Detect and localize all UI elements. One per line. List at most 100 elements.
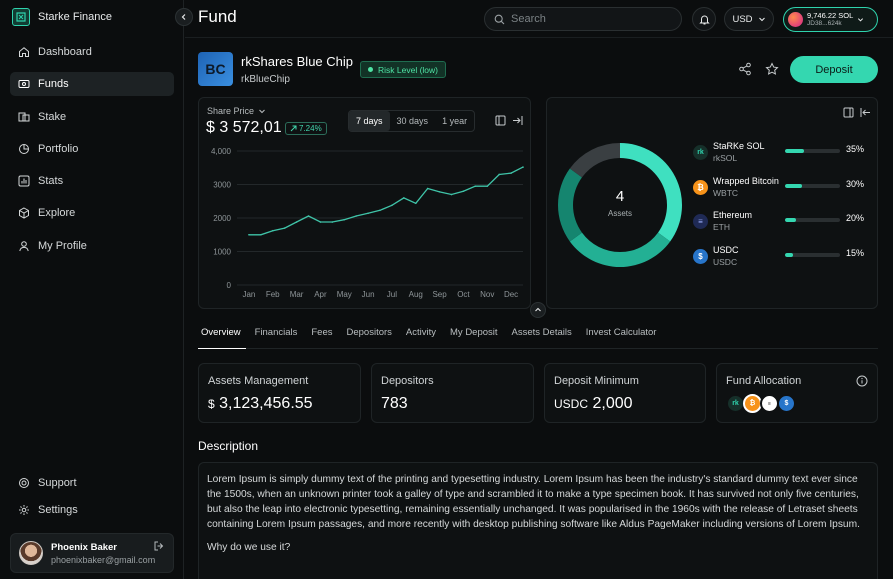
x-tick-label: Aug xyxy=(409,290,423,299)
stats-icon xyxy=(18,175,30,187)
share-price-dropdown[interactable]: Share Price xyxy=(207,106,266,116)
tab-activity[interactable]: Activity xyxy=(405,327,437,338)
asset-symbol: ETH xyxy=(713,222,730,232)
y-tick-label: 4,000 xyxy=(211,147,232,156)
star-icon[interactable] xyxy=(765,62,779,76)
user-card[interactable]: Phoenix Baker phoenixbaker@gmail.com xyxy=(10,533,174,573)
data-point xyxy=(355,215,357,217)
share-icon[interactable] xyxy=(738,62,752,76)
stat-label: Deposit Minimum xyxy=(554,375,639,387)
data-point xyxy=(260,233,262,236)
tab-my-deposit[interactable]: My Deposit xyxy=(450,327,498,338)
asset-row[interactable]: $ USDC USDC 15% xyxy=(693,245,873,271)
sidebar-item-my-profile[interactable]: My Profile xyxy=(10,234,174,258)
data-point xyxy=(343,218,346,221)
donut-slice xyxy=(569,143,620,178)
sidebar-item-stats[interactable]: Stats xyxy=(10,169,174,193)
notifications-button[interactable] xyxy=(692,7,716,31)
chevron-up-icon xyxy=(535,307,541,312)
asset-row[interactable]: ≡ Ethereum ETH 20% xyxy=(693,210,873,236)
asset-progress-bar xyxy=(785,253,840,257)
chevron-down-icon xyxy=(259,109,265,114)
asset-name: Ethereum xyxy=(713,210,753,220)
sidebar-item-portfolio[interactable]: Portfolio xyxy=(10,137,174,161)
tab-financials[interactable]: Financials xyxy=(254,327,298,338)
tab-depositors[interactable]: Depositors xyxy=(346,327,392,338)
sidebar-item-support[interactable]: Support xyxy=(10,471,174,495)
data-point xyxy=(271,229,274,232)
stat-prefix: $ xyxy=(208,397,215,411)
risk-badge: Risk Level (low) xyxy=(360,61,446,78)
x-tick-label: Feb xyxy=(266,290,280,299)
chevron-left-icon xyxy=(181,14,186,20)
top-bar: Fund Search USD 9,746.22 SOL JD38...624k xyxy=(185,0,893,38)
range-tab-1-year[interactable]: 1 year xyxy=(442,116,468,126)
asset-symbol: rkSOL xyxy=(713,153,738,163)
data-point xyxy=(319,221,322,223)
wallet-button[interactable]: 9,746.22 SOL JD38...624k xyxy=(783,7,878,32)
x-tick-label: Sep xyxy=(432,290,447,299)
tab-overview[interactable]: Overview xyxy=(198,327,246,349)
sidebar-item-label: Dashboard xyxy=(38,46,92,58)
assets-management-card: Assets Management $ 3,123,456.55 xyxy=(198,363,361,423)
sidebar-nav: Dashboard Funds Stake Portfolio Stats Ex… xyxy=(10,40,174,266)
allocation-donut-chart xyxy=(558,143,682,267)
sidebar-collapse-button[interactable] xyxy=(175,8,193,26)
data-point xyxy=(510,172,512,174)
brand[interactable]: Starke Finance xyxy=(12,8,112,26)
chart-toggle-button[interactable] xyxy=(530,302,546,318)
expand-icon[interactable] xyxy=(495,115,506,126)
x-tick-label: Dec xyxy=(504,290,518,299)
price-change-badge: 7.24% xyxy=(285,122,327,135)
asset-name: Wrapped Bitcoin xyxy=(713,176,779,186)
collapse-left-icon[interactable] xyxy=(860,107,871,118)
asset-progress-bar xyxy=(785,218,840,222)
sidebar-item-label: Explore xyxy=(38,207,76,220)
tab-fees[interactable]: Fees xyxy=(311,327,333,338)
data-point xyxy=(462,190,465,192)
sidebar: Starke Finance Dashboard Funds Stake Por… xyxy=(0,0,184,579)
data-point xyxy=(283,227,286,229)
search-icon xyxy=(494,14,505,24)
tab-invest-calculator[interactable]: Invest Calculator xyxy=(585,327,657,338)
info-icon[interactable] xyxy=(856,375,868,387)
x-tick-label: Jul xyxy=(387,290,397,299)
panel-icon[interactable] xyxy=(843,107,854,118)
x-tick-label: Jan xyxy=(242,290,255,299)
deposit-button[interactable]: Deposit xyxy=(790,56,878,83)
data-point xyxy=(498,173,500,176)
stat-value: 783 xyxy=(381,395,408,412)
trend-up-icon xyxy=(290,125,297,132)
sidebar-item-dashboard[interactable]: Dashboard xyxy=(10,40,174,64)
brand-name: Starke Finance xyxy=(38,11,112,23)
data-point xyxy=(307,215,310,217)
range-tab-30-days[interactable]: 30 days xyxy=(396,116,429,126)
search-input[interactable]: Search xyxy=(484,7,682,31)
asset-progress-fill xyxy=(785,218,796,222)
brand-logo-icon xyxy=(12,8,30,26)
currency-select[interactable]: USD xyxy=(724,7,774,31)
range-tabs: 7 days 30 days 1 year xyxy=(348,110,476,132)
asset-percent: 35% xyxy=(846,144,865,154)
asset-row[interactable]: rk StaRKe SOL rkSOL 35% xyxy=(693,141,873,167)
ethereum-icon: ≡ xyxy=(693,214,708,229)
data-point xyxy=(248,233,250,236)
sidebar-item-funds[interactable]: Funds xyxy=(10,72,174,97)
usdc-icon: $ xyxy=(693,249,708,264)
collapse-panel-icon[interactable] xyxy=(512,115,523,126)
x-tick-label: Oct xyxy=(457,290,470,299)
tab-assets-details[interactable]: Assets Details xyxy=(511,327,572,338)
sidebar-item-explore[interactable]: Explore xyxy=(10,201,174,225)
range-tab-7-days[interactable]: 7 days xyxy=(349,111,390,131)
logout-icon[interactable] xyxy=(153,540,165,552)
series-line xyxy=(248,166,524,236)
explore-icon xyxy=(19,207,29,220)
data-point xyxy=(295,221,298,223)
asset-count-label: Assets xyxy=(607,209,632,218)
asset-row[interactable]: ₿ Wrapped Bitcoin WBTC 30% xyxy=(693,176,873,202)
stat-value: $ 3,123,456.55 xyxy=(208,395,313,413)
asset-progress-bar xyxy=(785,149,840,153)
sidebar-item-settings[interactable]: Settings xyxy=(10,498,174,522)
sidebar-item-stake[interactable]: Stake xyxy=(10,105,174,129)
stat-prefix: USDC xyxy=(554,397,589,411)
